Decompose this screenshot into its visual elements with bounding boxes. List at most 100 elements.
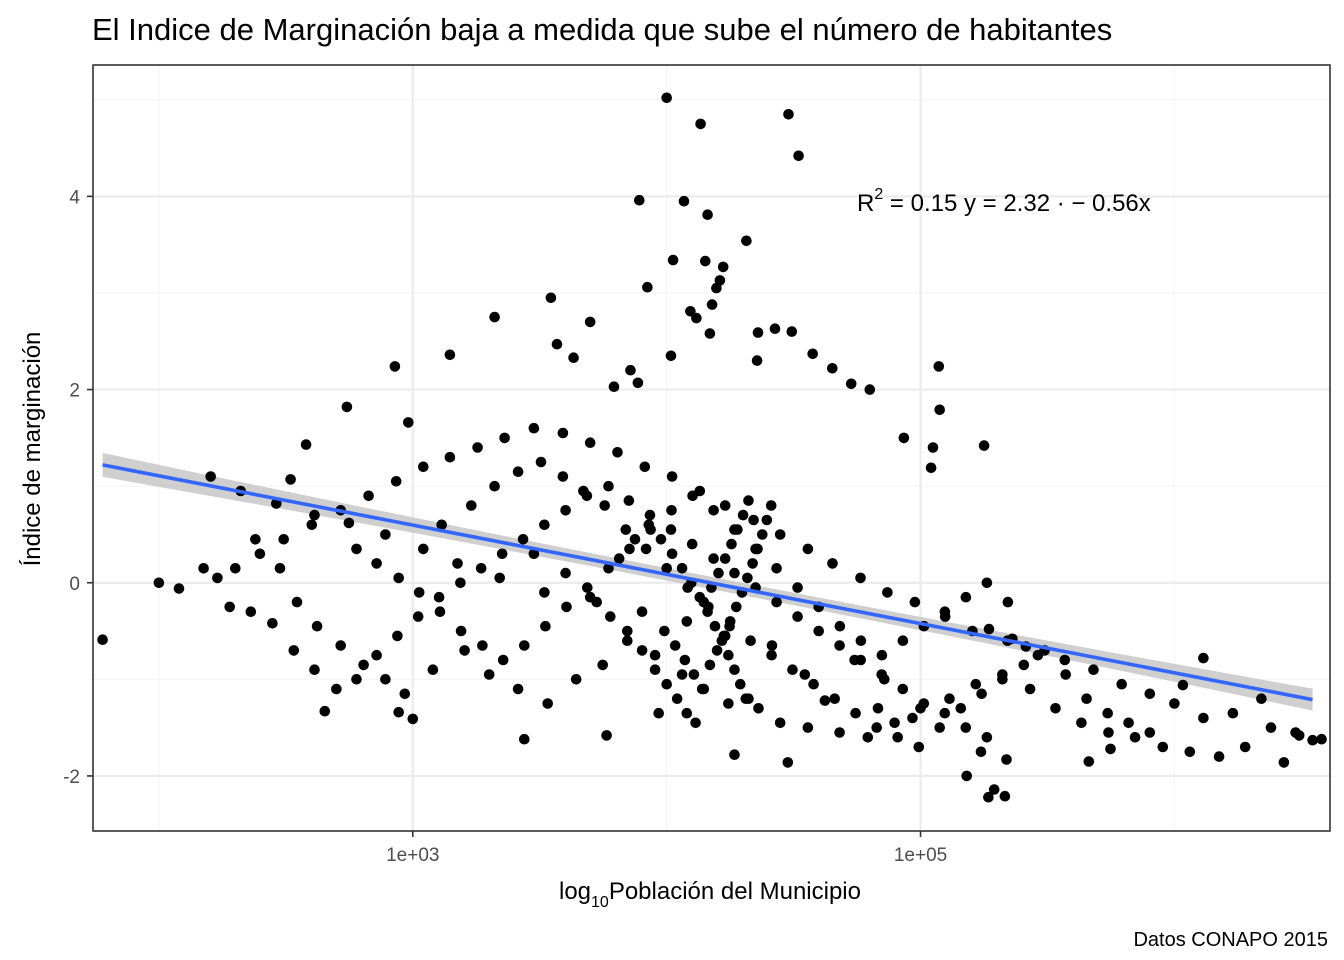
data-point [1169,698,1180,709]
data-point [960,591,972,603]
data-point [407,713,419,725]
data-point [655,534,667,545]
data-point [1290,727,1301,738]
data-point [1002,596,1014,608]
data-point [343,517,355,529]
data-point [380,674,391,685]
data-point [557,427,569,439]
data-point [753,703,764,714]
data-point [399,688,411,700]
data-point [551,338,563,350]
data-point [799,669,811,680]
data-point [561,601,572,613]
data-point [605,611,616,622]
data-point [845,378,857,390]
data-point [620,524,632,535]
data-point [444,451,456,463]
data-point [766,649,777,661]
data-point [1316,733,1327,745]
data-point [153,577,165,589]
fit-line-layer [102,463,1313,702]
fit-annotation-sup: 2 [874,186,883,203]
data-point [584,437,596,449]
data-point [876,669,887,680]
data-point [499,432,510,444]
data-point [459,645,470,656]
data-point [624,543,635,555]
data-point [897,683,909,695]
data-point [897,635,909,646]
data-point [403,417,414,428]
data-point [351,543,362,555]
data-point [688,669,700,680]
data-point [392,630,403,642]
data-point [732,524,743,535]
x-axis-title-main: Población del Municipio [609,878,861,905]
data-point [765,500,777,511]
data-point [653,707,664,719]
data-point [774,717,786,729]
data-point [331,683,342,695]
data-point [1083,756,1095,767]
data-point [771,596,782,608]
data-point [696,683,708,695]
data-point [97,634,108,645]
data-point [570,674,582,685]
x-axis-title-prefix: log [559,878,591,905]
data-point [640,543,652,555]
data-point [871,722,882,733]
data-point [497,654,509,666]
data-point [718,630,730,642]
data-point [512,683,524,695]
data-point [444,349,456,361]
data-point [371,649,382,661]
data-point [671,693,683,704]
data-point [649,664,661,675]
data-point [1256,693,1267,704]
data-point [341,401,353,413]
data-point [528,422,540,434]
data-point [939,707,951,719]
data-point [676,669,688,680]
data-point [783,109,794,120]
x-tick-label: 1e+05 [894,845,947,866]
data-point [455,625,467,637]
data-point [545,292,557,304]
data-point [748,514,759,526]
data-point [455,577,466,589]
data-point [711,645,723,656]
data-point [285,474,296,485]
data-point [380,529,391,540]
data-point [578,485,589,497]
data-point [983,623,995,635]
data-point [711,282,722,294]
data-point [643,519,655,531]
data-point [1102,707,1113,719]
data-point [250,534,261,545]
data-point [909,596,921,608]
data-point [808,678,819,690]
data-point [666,548,678,560]
grid-layer [93,65,1330,831]
data-point [882,587,893,598]
data-point [708,505,719,516]
data-point [731,601,742,613]
data-point [642,281,653,293]
data-point [685,306,696,317]
data-point [1059,654,1071,666]
data-point [278,534,290,545]
data-point [612,447,623,458]
plot-panel [92,64,1331,832]
data-point [771,563,782,574]
data-point [483,669,495,680]
data-point [679,654,691,666]
data-point [1198,712,1209,724]
data-point [927,442,939,453]
data-point [634,194,645,206]
data-point [907,712,918,724]
y-tick-label: 0 [69,574,80,595]
data-point [358,659,369,671]
data-point [528,548,540,560]
data-point [1123,717,1134,729]
